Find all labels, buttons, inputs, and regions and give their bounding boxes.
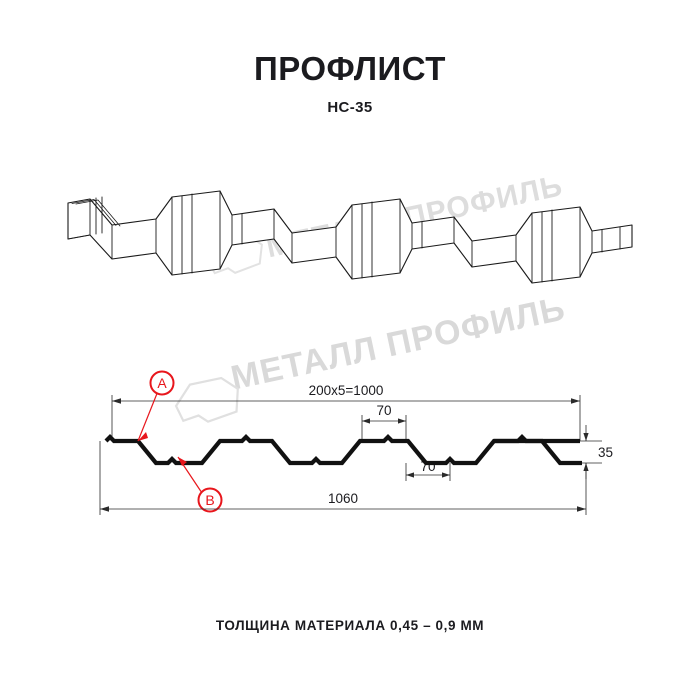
dimension-label-pitch-total: 200x5=1000 — [309, 383, 384, 398]
page-title: ПРОФЛИСТ — [254, 50, 446, 87]
cross-section-drawing: МЕТАЛЛ ПРОФИЛЬ 200x5=1000 — [90, 289, 630, 520]
callout-a-label: A — [157, 375, 167, 391]
iso-fold-lines — [89, 190, 621, 284]
dimension-crest-width — [361, 415, 407, 443]
footer: ТОЛЩИНА МАТЕРИАЛА 0,45 – 0,9 ММ — [0, 618, 700, 633]
iso-outline — [67, 190, 633, 284]
dimension-label-profile-height: 35 — [598, 445, 613, 460]
isometric-drawing: МЕТАЛЛ ПРОФИЛЬ — [60, 169, 640, 315]
dimension-label-overall-width: 1060 — [328, 491, 358, 506]
product-model: НС-35 — [327, 99, 373, 116]
callout-b-label: B — [205, 492, 214, 508]
material-thickness-text: ТОЛЩИНА МАТЕРИАЛА 0,45 – 0,9 ММ — [215, 618, 485, 633]
callout-a-circle — [149, 370, 175, 396]
dimension-overall-width — [99, 441, 587, 515]
dimension-valley-width — [405, 463, 451, 481]
dimension-profile-height — [560, 425, 602, 479]
callout-b-circle — [197, 487, 223, 513]
callout-b: B — [177, 456, 223, 513]
header: ПРОФЛИСТ НС-35 — [0, 52, 700, 115]
iso-sheet-body — [67, 190, 633, 284]
dimension-pitch-total — [111, 395, 581, 441]
dimension-label-crest-width: 70 — [376, 403, 391, 418]
callout-a: A — [137, 370, 175, 442]
iso-thickness-lines — [67, 199, 121, 240]
